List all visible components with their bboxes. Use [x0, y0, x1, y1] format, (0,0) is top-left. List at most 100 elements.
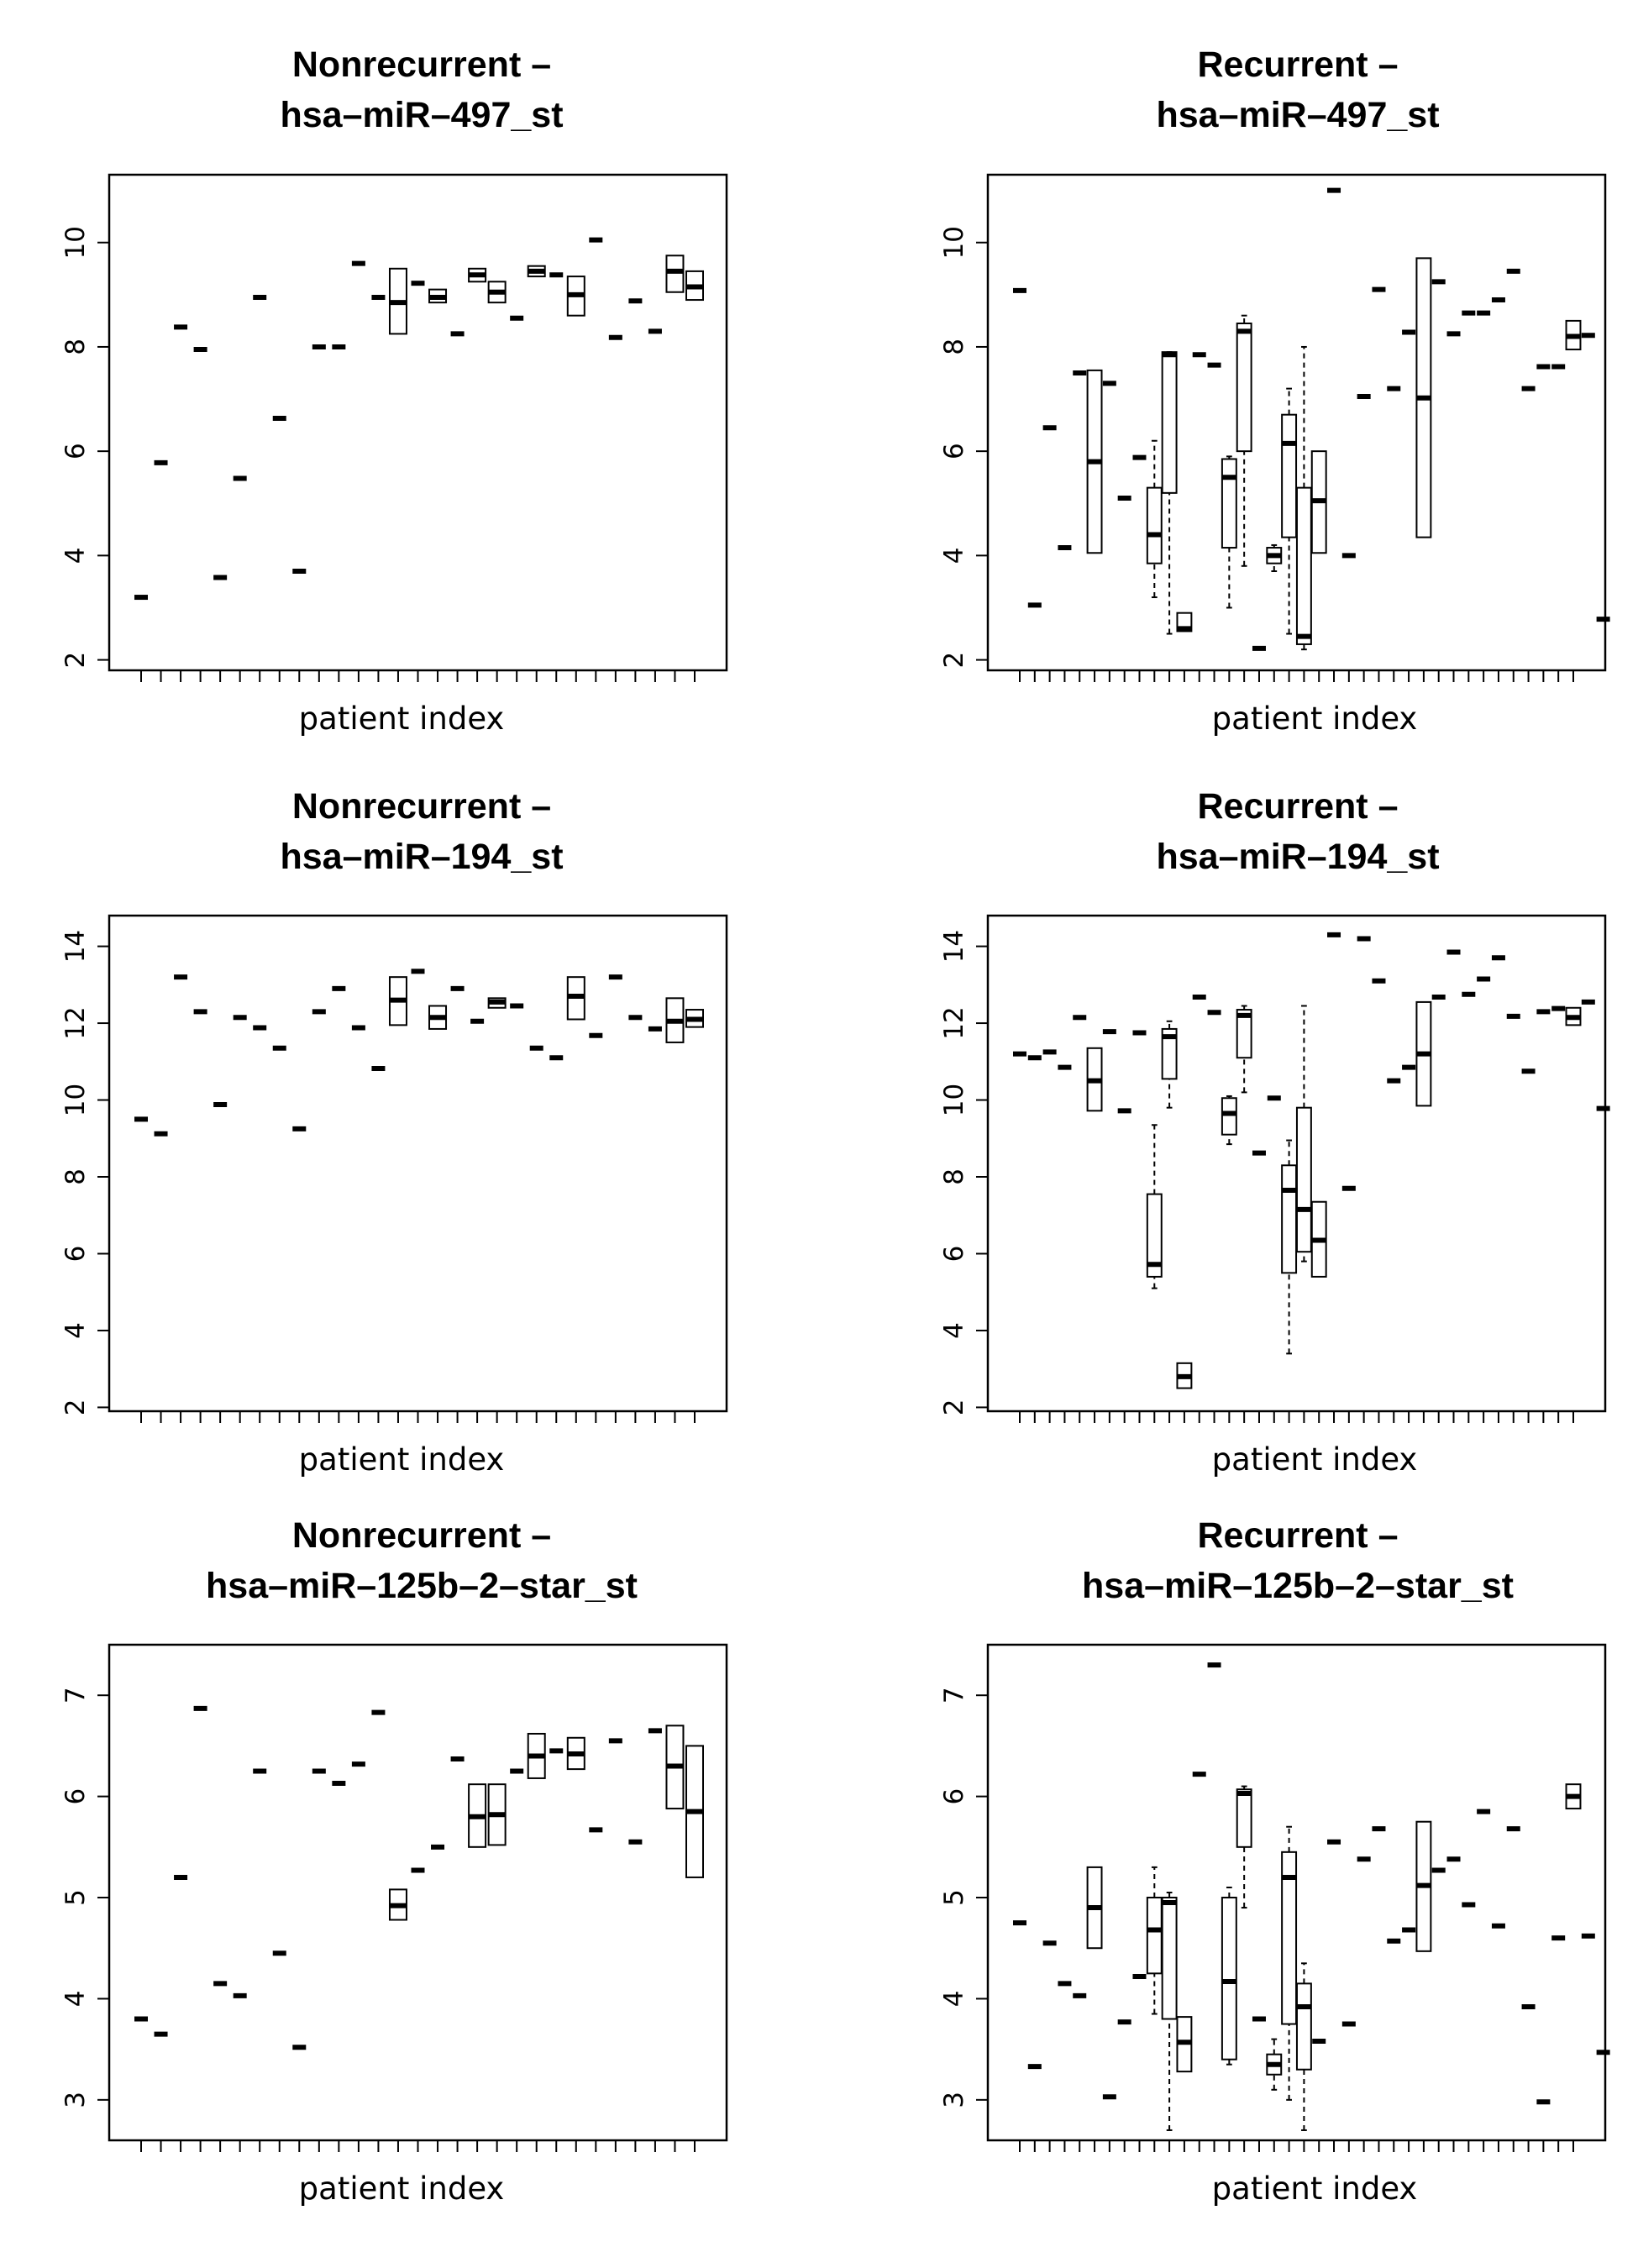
y-tick-label: 7: [939, 1687, 969, 1704]
patient-box: [1176, 612, 1193, 633]
patient-box: [1221, 1886, 1237, 2066]
patient-box: [1295, 345, 1312, 651]
iqr-box: [1281, 1851, 1298, 2025]
panel-title-line1: Recurrent –: [1198, 45, 1399, 85]
panel-title-line1: Recurrent –: [1198, 786, 1399, 827]
iqr-box: [1236, 1788, 1252, 1848]
iqr-box: [1146, 1897, 1163, 1975]
patient-box: [1236, 314, 1252, 567]
y-tick-label: 4: [60, 548, 91, 564]
y-tick-label: 3: [939, 2092, 969, 2108]
patient-box: [487, 1783, 507, 1846]
y-tick-label: 6: [60, 1246, 91, 1263]
y-tick-label: 5: [60, 1889, 91, 1906]
patient-box: [665, 255, 685, 293]
y-axis: 3 4 5 6 7: [60, 1687, 109, 2108]
x-axis-label: patient index: [1212, 2171, 1418, 2207]
patient-box: [665, 1725, 685, 1810]
y-tick-label: 8: [939, 1168, 969, 1185]
patient-box: [527, 1732, 546, 1779]
y-tick-label: 12: [60, 1006, 91, 1039]
panel-nonrecurrent-mir194: Nonrecurrent – hsa–miR–194_st 2 4 6 8 10 12 14…: [60, 786, 728, 1478]
panel-recurrent-mir194: Recurrent – hsa–miR–194_st 2 4 6 8 10 12 14 pa…: [939, 786, 1610, 1478]
y-tick-label: 6: [60, 443, 91, 459]
patient-box: [1236, 1005, 1252, 1094]
boxplot-marks: [1013, 187, 1610, 651]
iqr-box: [1221, 1897, 1237, 2061]
panel-title-line2: hsa–miR–497_st: [1156, 95, 1439, 135]
iqr-box: [665, 255, 685, 293]
patient-box: [1266, 543, 1283, 572]
patient-box: [1295, 1005, 1312, 1263]
panel-title-line1: Recurrent –: [1198, 1515, 1399, 1556]
y-tick-label: 3: [60, 2092, 91, 2108]
y-tick-label: 10: [60, 1084, 91, 1116]
y-tick-label: 10: [939, 1084, 969, 1116]
panel-title-line1: Nonrecurrent –: [292, 45, 551, 85]
y-tick-label: 2: [60, 652, 91, 669]
patient-box: [685, 1009, 704, 1028]
patient-box: [1281, 1825, 1298, 2101]
y-axis: 2 4 6 8 10: [939, 226, 988, 668]
patient-box: [1565, 1006, 1582, 1026]
y-tick-label: 6: [939, 443, 969, 459]
patient-box: [1266, 2038, 1283, 2091]
x-axis: [1019, 1411, 1574, 1423]
y-tick-label: 8: [60, 339, 91, 355]
iqr-box: [1161, 1027, 1178, 1080]
y-tick-label: 6: [939, 1788, 969, 1805]
patient-box: [468, 1783, 487, 1848]
panel-title-line2: hsa–miR–125b–2–star_st: [1082, 1566, 1514, 1606]
x-axis-label: patient index: [299, 1441, 505, 1478]
patient-box: [685, 270, 704, 302]
y-tick-label: 2: [939, 1399, 969, 1416]
patient-box: [388, 1888, 407, 1921]
patient-box: [1295, 1962, 1312, 2131]
iqr-box: [1221, 1097, 1237, 1136]
iqr-box: [1281, 1164, 1298, 1274]
y-tick-label: 7: [60, 1687, 91, 1704]
panel-nonrecurrent-mir125b: Nonrecurrent – hsa–miR–125b–2–star_st 3 4…: [60, 1515, 728, 2207]
y-tick-label: 4: [60, 1991, 91, 2008]
patient-box: [566, 976, 585, 1021]
boxplot-marks: [134, 237, 704, 601]
x-axis: [1019, 2140, 1574, 2152]
y-tick-label: 8: [939, 339, 969, 355]
patient-box: [1161, 1020, 1178, 1109]
patient-box: [1565, 1783, 1582, 1810]
panel-title-line2: hsa–miR–194_st: [280, 837, 563, 877]
panel-title-line2: hsa–miR–497_st: [280, 95, 563, 135]
patient-box: [487, 997, 507, 1009]
x-axis: [140, 1411, 696, 1423]
panel-title-line2: hsa–miR–194_st: [1156, 837, 1439, 877]
patient-box: [1146, 439, 1163, 599]
plot-frame: [108, 914, 728, 1413]
x-axis-label: patient index: [299, 701, 505, 737]
y-tick-label: 4: [60, 1322, 91, 1339]
iqr-box: [1146, 486, 1163, 564]
panel-title-line1: Nonrecurrent –: [292, 786, 551, 827]
iqr-box: [1295, 486, 1312, 645]
patient-box: [1086, 1047, 1103, 1112]
patient-box: [527, 265, 546, 278]
y-tick-label: 10: [60, 226, 91, 259]
patient-box: [1146, 1124, 1163, 1289]
y-tick-label: 4: [939, 548, 969, 564]
patient-box: [1176, 1362, 1193, 1389]
patient-box: [1161, 1892, 1178, 2131]
plot-frame: [108, 173, 728, 672]
x-axis: [140, 2140, 696, 2152]
patient-box: [428, 288, 448, 304]
patient-box: [1281, 1139, 1298, 1355]
iqr-box: [1161, 351, 1178, 494]
patient-box: [1221, 1095, 1237, 1146]
patient-box: [566, 1736, 585, 1771]
plot-frame: [108, 1643, 728, 2142]
patient-box: [428, 1005, 448, 1030]
x-axis: [140, 670, 696, 682]
patient-box: [566, 276, 585, 317]
patient-box: [468, 267, 487, 283]
y-tick-label: 14: [60, 930, 91, 963]
y-tick-label: 6: [60, 1788, 91, 1805]
